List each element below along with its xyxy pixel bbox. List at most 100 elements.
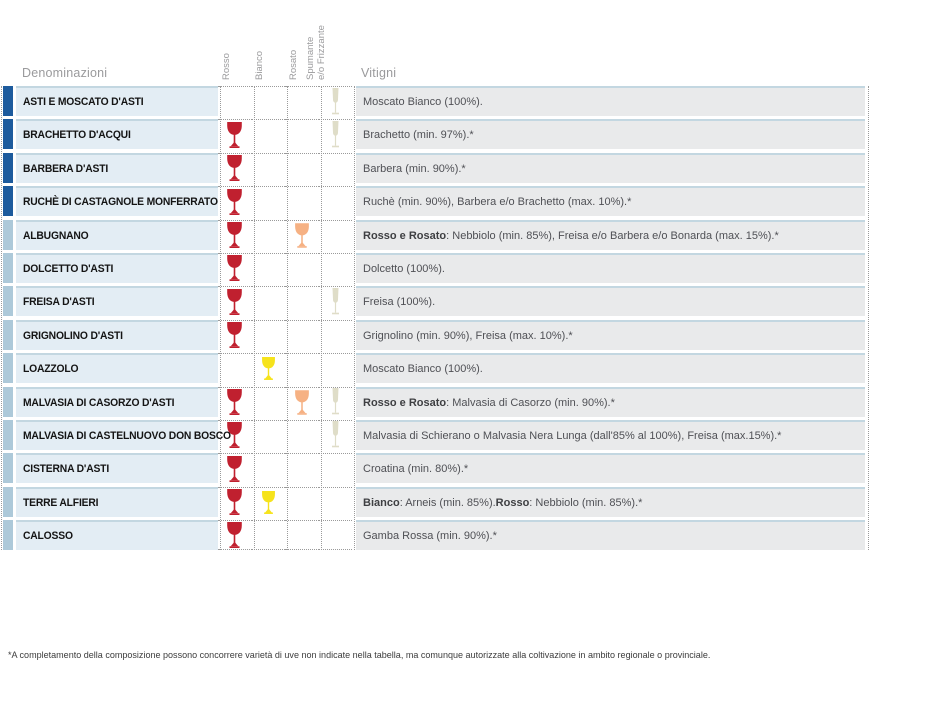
denomination-label: MALVASIA DI CASORZO D'ASTI (16, 386, 218, 417)
denomination-label: RUCHÈ DI CASTAGNOLE MONFERRATO (16, 186, 218, 217)
empty-rosato-cell (285, 353, 319, 384)
icon-grid-dotted-line (220, 86, 221, 550)
vitigni-text: Gamba Rossa (min. 90%).* (363, 530, 497, 543)
column-header-bianco: Bianco (254, 50, 265, 80)
empty-rosato-cell (285, 286, 319, 317)
vitigni-column-header: Vitigni (361, 66, 397, 80)
vitigni-cell: Freisa (100%). (356, 286, 865, 317)
vitigni-text: Rosso (495, 496, 530, 509)
column-header-spumante: Spumante e/o Frizzante (305, 25, 327, 80)
empty-bianco-cell (251, 186, 285, 217)
table-row: GRIGNOLINO D'ASTI Grignolino (min. 90%),… (0, 319, 869, 350)
denomination-text: ALBUGNANO (23, 229, 89, 242)
vitigni-text: : Malvasia di Casorzo (min. 90%).* (446, 396, 615, 409)
doc-classification-bar (3, 386, 13, 417)
denomination-label: BRACHETTO D'ACQUI (16, 119, 218, 150)
rosso-glass-icon (218, 520, 252, 551)
spumante-glass-icon (318, 386, 352, 417)
empty-bianco-cell (251, 386, 285, 417)
vitigni-cell: Grignolino (min. 90%), Freisa (max. 10%)… (356, 319, 865, 350)
rosso-glass-icon (218, 119, 252, 150)
vitigni-text: Malvasia di Schierano o Malvasia Nera Lu… (363, 429, 782, 442)
empty-bianco-cell (251, 520, 285, 551)
doc-classification-bar (3, 286, 13, 317)
denominazioni-column-header: Denominazioni (22, 66, 108, 80)
empty-bianco-cell (251, 86, 285, 116)
denomination-label: ALBUGNANO (16, 219, 218, 250)
denomination-label: TERRE ALFIERI (16, 486, 218, 517)
vitigni-cell: Moscato Bianco (100%). (356, 86, 865, 116)
empty-spumante-cell (318, 486, 352, 517)
denomination-label: CISTERNA D'ASTI (16, 453, 218, 484)
doc-classification-bar (3, 520, 13, 551)
table-row: TERRE ALFIERI Bianco: Arneis (min. 85%).… (0, 486, 869, 517)
table-row: RUCHÈ DI CASTAGNOLE MONFERRATO Ruchè (mi… (0, 186, 869, 217)
empty-rosato-cell (285, 453, 319, 484)
rosso-glass-icon (218, 286, 252, 317)
empty-rosso-cell (218, 353, 252, 384)
denomination-label: ASTI E MOSCATO D'ASTI (16, 86, 218, 116)
spumante-glass-icon (318, 419, 352, 450)
vitigni-text: Croatina (min. 80%).* (363, 463, 469, 476)
vitigni-text: Grignolino (min. 90%), Freisa (max. 10%)… (363, 329, 573, 342)
vitigni-cell: Croatina (min. 80%).* (356, 453, 865, 484)
empty-spumante-cell (318, 319, 352, 350)
table-row: MALVASIA DI CASTELNUOVO DON BOSCO Malvas… (0, 419, 869, 450)
vitigni-text: Moscato Bianco (100%). (363, 363, 483, 376)
vitigni-cell: Ruchè (min. 90%), Barbera e/o Brachetto … (356, 186, 865, 217)
denomination-label: CALOSSO (16, 520, 218, 551)
vitigni-text: : Arneis (min. 85%). (399, 496, 496, 509)
table-body: ASTI E MOSCATO D'ASTI Moscato Bianco (10… (0, 86, 869, 551)
table-row: ALBUGNANO Rosso e Rosato: Nebbiolo (min.… (0, 219, 869, 250)
rosato-glass-icon (285, 386, 319, 417)
table-row: BARBERA D'ASTI Barbera (min. 90%).* (0, 152, 869, 183)
vitigni-text: Ruchè (min. 90%), Barbera e/o Brachetto … (363, 196, 632, 209)
table-row: LOAZZOLO Moscato Bianco (100%). (0, 353, 869, 384)
icon-grid-dotted-line (287, 86, 288, 550)
rosso-glass-icon (218, 219, 252, 250)
empty-bianco-cell (251, 453, 285, 484)
spumante-glass-icon (318, 86, 352, 116)
vitigni-cell: Bianco: Arneis (min. 85%). Rosso: Nebbio… (356, 486, 865, 517)
empty-spumante-cell (318, 353, 352, 384)
vitigni-text: : Nebbiolo (min. 85%).* (529, 496, 643, 509)
empty-spumante-cell (318, 219, 352, 250)
doc-classification-bar (3, 486, 13, 517)
empty-rosato-cell (285, 152, 319, 183)
denomination-text: BARBERA D'ASTI (23, 162, 109, 175)
doc-classification-bar (3, 353, 13, 384)
column-header-rosato: Rosato (288, 49, 299, 80)
table-row: DOLCETTO D'ASTI Dolcetto (100%). (0, 252, 869, 283)
rosso-glass-icon (218, 453, 252, 484)
denomination-text: MALVASIA DI CASTELNUOVO DON BOSCO (23, 429, 231, 442)
empty-rosato-cell (285, 119, 319, 150)
icon-grid-dotted-line (354, 86, 355, 550)
rosso-glass-icon (218, 386, 252, 417)
denomination-text: MALVASIA DI CASORZO D'ASTI (23, 396, 175, 409)
empty-spumante-cell (318, 152, 352, 183)
denomination-text: GRIGNOLINO D'ASTI (23, 329, 123, 342)
vitigni-text: Barbera (min. 90%).* (363, 162, 466, 175)
empty-bianco-cell (251, 319, 285, 350)
doc-classification-bar (3, 419, 13, 450)
bianco-glass-icon (251, 353, 285, 384)
vitigni-text: Bianco (363, 496, 400, 509)
denomination-label: MALVASIA DI CASTELNUOVO DON BOSCO (16, 419, 231, 450)
empty-rosato-cell (285, 252, 319, 283)
denomination-label: GRIGNOLINO D'ASTI (16, 319, 218, 350)
icon-grid-dotted-line (320, 86, 322, 550)
empty-rosato-cell (285, 319, 319, 350)
rosso-glass-icon (218, 152, 252, 183)
denomination-text: BRACHETTO D'ACQUI (23, 129, 131, 142)
empty-spumante-cell (318, 453, 352, 484)
vitigni-text: : Nebbiolo (min. 85%), Freisa e/o Barber… (446, 229, 779, 242)
empty-bianco-cell (251, 152, 285, 183)
bianco-glass-icon (251, 486, 285, 517)
empty-spumante-cell (318, 520, 352, 551)
vitigni-cell: Rosso e Rosato: Malvasia di Casorzo (min… (356, 386, 865, 417)
vitigni-cell: Rosso e Rosato: Nebbiolo (min. 85%), Fre… (356, 219, 865, 250)
vitigni-cell: Gamba Rossa (min. 90%).* (356, 520, 865, 551)
table-left-dotted-border (1, 86, 2, 550)
empty-rosato-cell (285, 486, 319, 517)
